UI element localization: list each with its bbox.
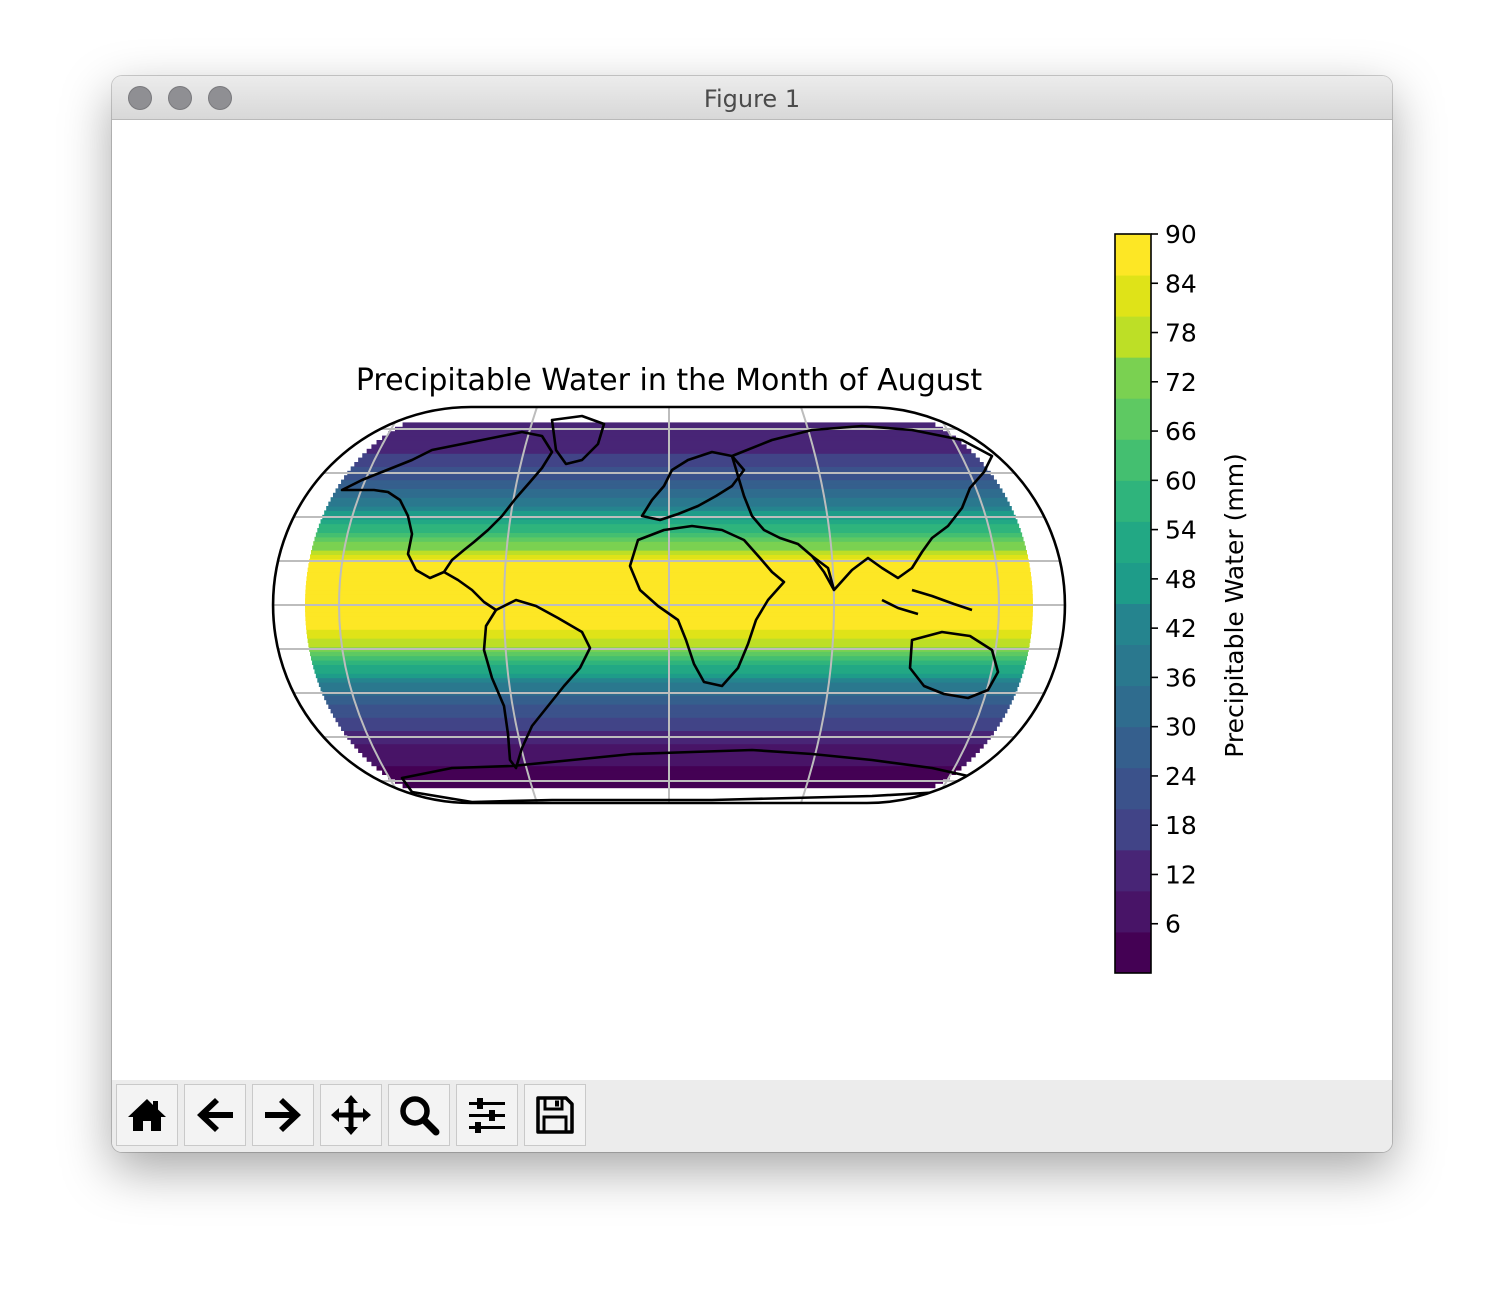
- colorbar-label: Precipitable Water (mm): [1220, 453, 1249, 758]
- colorbar-tick-label: 54: [1165, 516, 1197, 545]
- colorbar: 6 12 18 24 30 36 42 48 54 60 66 72 78 84 90 Precipitabl…: [1114, 220, 1249, 974]
- close-window-button[interactable]: [128, 86, 152, 110]
- move-icon: [331, 1095, 371, 1135]
- coastline: [550, 414, 606, 466]
- magnifier-icon: [400, 1096, 440, 1136]
- colorbar-segment: [1115, 644, 1151, 687]
- colorbar-segment: [1115, 849, 1151, 892]
- figure-window: Figure 1 Precipitable Water in the Month…: [112, 76, 1392, 1152]
- colorbar-segment: [1115, 562, 1151, 604]
- floppy-disk-icon: [536, 1096, 574, 1134]
- home-button[interactable]: [116, 1084, 178, 1146]
- colorbar-segment: [1115, 890, 1151, 933]
- coastline: [881, 598, 919, 616]
- colorbar-frame: [1114, 233, 1152, 974]
- colorbar-segment: [1115, 439, 1151, 481]
- zoom-window-button[interactable]: [208, 86, 232, 110]
- colorbar-tick-label: 24: [1165, 762, 1197, 791]
- colorbar-segment: [1115, 521, 1151, 563]
- forward-button[interactable]: [252, 1084, 314, 1146]
- chart-title: Precipitable Water in the Month of Augus…: [356, 363, 983, 398]
- colorbar-segment: [1115, 685, 1151, 728]
- colorbar-segment: [1115, 316, 1151, 358]
- colorbar-tick-label: 78: [1165, 319, 1197, 348]
- home-icon: [128, 1099, 166, 1131]
- colorbar-tick-label: 72: [1165, 368, 1197, 397]
- arrow-left-icon: [197, 1098, 233, 1132]
- colorbar-segment: [1115, 234, 1151, 276]
- title-bar: Figure 1: [112, 76, 1392, 120]
- colorbar-tick-label: 18: [1165, 811, 1197, 840]
- colorbar-tick-label: 36: [1165, 663, 1197, 692]
- coastline: [811, 554, 836, 591]
- colorbar-segment: [1115, 931, 1151, 974]
- colorbar-segment: [1115, 398, 1151, 440]
- coastline: [911, 588, 973, 612]
- meridian-gridline: [932, 407, 1000, 803]
- back-button[interactable]: [184, 1084, 246, 1146]
- coastline: [443, 570, 497, 612]
- sliders-icon: [469, 1098, 505, 1133]
- colorbar-segment: [1115, 480, 1151, 522]
- coastline: [730, 424, 994, 592]
- map-area: [271, 405, 1067, 805]
- colorbar-segment: [1115, 808, 1151, 851]
- zoom-button[interactable]: [388, 1084, 450, 1146]
- minimize-window-button[interactable]: [168, 86, 192, 110]
- meridian-gridline: [800, 407, 835, 803]
- colorbar-tick-label: 42: [1165, 614, 1197, 643]
- coastline: [340, 430, 554, 580]
- colorbar-segment: [1115, 357, 1151, 399]
- save-button[interactable]: [524, 1084, 586, 1146]
- colorbar-tick-label: 66: [1165, 417, 1197, 446]
- meridian-gridline: [338, 407, 406, 803]
- map-outline: [271, 405, 1067, 805]
- colorbar-tick-label: 84: [1165, 269, 1197, 298]
- colorbar-segment: [1115, 275, 1151, 317]
- colorbar-tick-label: 90: [1165, 220, 1197, 249]
- coastlines: [340, 414, 1000, 803]
- gridlines: [273, 407, 1065, 803]
- pan-button[interactable]: [320, 1084, 382, 1146]
- map-figure: Precipitable Water in the Month of Augus…: [271, 220, 1249, 974]
- colorbar-tick-label: 12: [1165, 860, 1197, 889]
- colorbar-segment: [1115, 767, 1151, 810]
- navigation-toolbar: [112, 1080, 1392, 1152]
- arrow-right-icon: [265, 1098, 301, 1132]
- colorbar-segment: [1115, 726, 1151, 769]
- colorbar-tick-label: 6: [1165, 910, 1181, 939]
- coastline: [628, 524, 786, 688]
- colorbar-segment: [1115, 603, 1151, 646]
- figure-canvas[interactable]: Precipitable Water in the Month of Augus…: [112, 120, 1392, 1080]
- configure-subplots-button[interactable]: [456, 1084, 518, 1146]
- colorbar-tick-label: 48: [1165, 565, 1197, 594]
- colorbar-tick-label: 30: [1165, 713, 1197, 742]
- coastline: [400, 748, 970, 803]
- colorbar-tick-label: 60: [1165, 466, 1197, 495]
- coastline: [482, 598, 592, 770]
- window-title: Figure 1: [703, 85, 801, 113]
- coastline: [908, 630, 1000, 700]
- coastline: [640, 450, 746, 522]
